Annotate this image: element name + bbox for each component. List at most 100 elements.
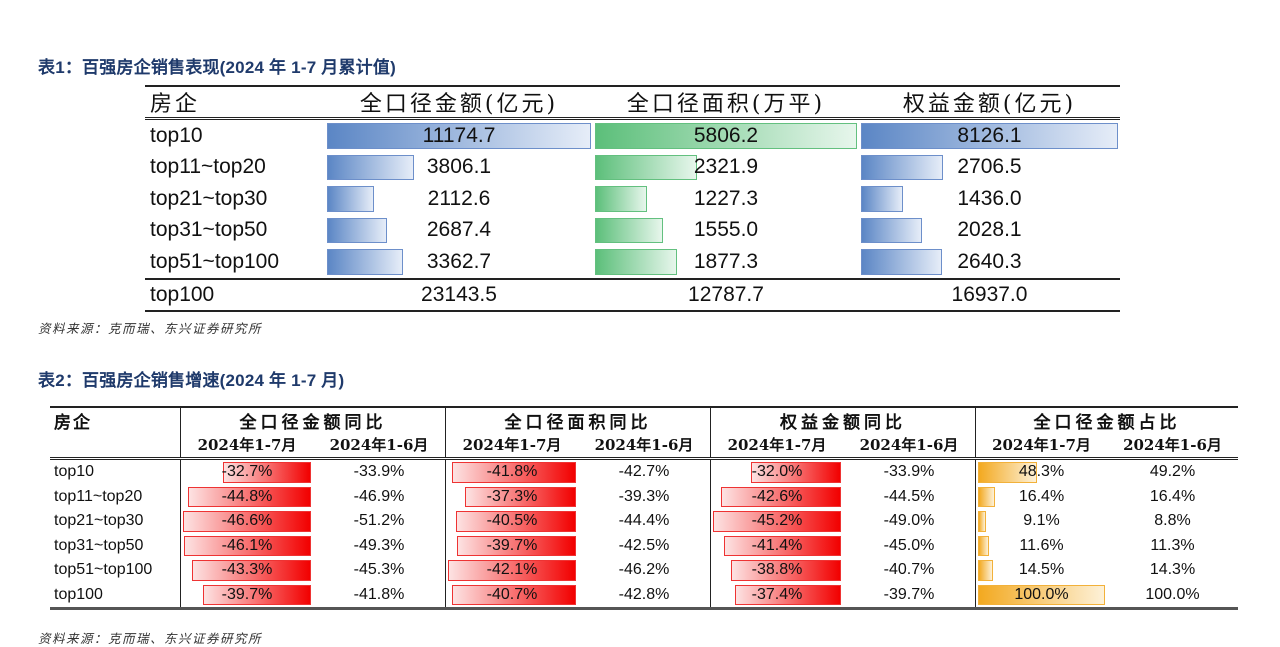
table1-row: top31~top50 2687.4 1555.0 2028.1 [145, 215, 1120, 247]
row-name: top21~top30 [50, 509, 181, 534]
table1-row: top11~top20 3806.1 2321.9 2706.5 [145, 152, 1120, 184]
amount-yoy-bar [188, 486, 311, 507]
amount-yoy-bar [202, 584, 311, 605]
amount-value: 3806.1 [426, 155, 492, 179]
header-area: 全口径面积(万平) [626, 92, 826, 117]
area-yoy-bar [451, 462, 576, 483]
equity-bar [861, 154, 944, 180]
equity-yoy-jun-value: -33.9% [883, 463, 935, 481]
row-name: top11~top20 [150, 155, 266, 179]
area-bar [595, 249, 677, 275]
area-yoy-jun-value: -42.7% [618, 463, 670, 481]
area-yoy-bar [455, 511, 576, 532]
equity-yoy-bar [731, 560, 841, 581]
sub-jul: 2024年1-7月 [462, 436, 562, 454]
header-equity: 权益金额(亿元) [902, 92, 1077, 117]
area-yoy-jul-value: -41.8% [486, 463, 538, 481]
amount-share-jul-value: 9.1% [1023, 512, 1060, 530]
area-bar [595, 217, 663, 243]
amount-bar [327, 217, 388, 243]
table1-source: 资料来源：克而瑞、东兴证券研究所 [38, 321, 263, 336]
table2-header-groups: 房企 全口径金额同比 全口径面积同比 权益金额同比 全口径金额占比 [50, 408, 1238, 433]
table1-row: top10 11174.7 5806.2 8126.1 [145, 120, 1120, 152]
amount-share-bar [978, 486, 996, 507]
amount-share-jul-value: 14.5% [1018, 561, 1065, 579]
amount-share-jun-value: 14.3% [1149, 561, 1196, 579]
sub-jul: 2024年1-7月 [727, 436, 827, 454]
equity-yoy-jul-value: -37.4% [751, 585, 803, 603]
equity-yoy-jun-value: -44.5% [883, 487, 935, 505]
table2-row: top11~top20 -44.8% -46.9% -37.3% -39.3% -42.6… [50, 484, 1238, 509]
amount-yoy-bar [183, 511, 311, 532]
area-yoy-bar [448, 560, 576, 581]
header-amount: 全口径金额(亿元) [359, 92, 559, 117]
equity-bar [861, 249, 942, 275]
table1-caption: 表1：百强房企销售表现(2024 年 1-7 月累计值) [38, 58, 396, 77]
sub-jun: 2024年1-6月 [859, 436, 959, 454]
amount-share-bar [978, 462, 1038, 483]
row-name: top11~top20 [50, 484, 181, 509]
area-yoy-bar [451, 584, 576, 605]
sub-jun: 2024年1-6月 [1123, 436, 1222, 454]
amount-share-bar [978, 584, 1105, 605]
equity-yoy-bar [735, 584, 841, 605]
amount-share-jun-value: 11.3% [1150, 536, 1195, 554]
amount-yoy-jul-value: -46.6% [221, 512, 273, 530]
equity-value: 1436.0 [957, 186, 1022, 210]
amount-value: 2112.6 [427, 186, 491, 210]
sub-jul: 2024年1-7月 [992, 436, 1091, 454]
equity-yoy-bar [723, 535, 841, 556]
area-yoy-jun-value: -46.2% [618, 561, 670, 579]
amount-share-jul-value: 11.6% [1019, 536, 1064, 554]
table2-source: 资料来源：克而瑞、东兴证券研究所 [38, 631, 263, 646]
equity-yoy-jul-value: -32.0% [751, 463, 803, 481]
amount-share-bar [978, 535, 990, 556]
equity-yoy-jul-value: -45.2% [751, 512, 803, 530]
equity-yoy-jun-value: -39.7% [883, 585, 935, 603]
equity-yoy-bar [751, 462, 841, 483]
total-equity: 16937.0 [951, 282, 1028, 306]
table2-header-periods: 2024年1-7月 2024年1-6月 2024年1-7月 2024年1-6月 20… [50, 432, 1238, 460]
table1-header: 房企 全口径金额(亿元) 全口径面积(万平) 权益金额(亿元) [145, 85, 1120, 120]
amount-share-jul-value: 16.4% [1018, 487, 1065, 505]
group-amount-share: 全口径金额占比 [1033, 412, 1181, 433]
amount-share-jun-value: 49.2% [1149, 463, 1196, 481]
amount-bar [327, 154, 415, 180]
table2-row: top21~top30 -46.6% -51.2% -40.5% -44.4% -45.2… [50, 509, 1238, 534]
equity-yoy-jun-value: -45.0% [883, 536, 935, 554]
equity-value: 8126.1 [957, 123, 1022, 147]
sub-jun: 2024年1-6月 [594, 436, 694, 454]
table1-total-row: top100 23143.5 12787.7 16937.0 [145, 277, 1120, 312]
amount-share-jul-value: 100.0% [1014, 585, 1069, 603]
amount-share-jun-value: 8.8% [1154, 512, 1191, 530]
row-name: top31~top50 [50, 533, 181, 558]
equity-value: 2706.5 [957, 155, 1022, 179]
amount-yoy-jun-value: -33.9% [353, 463, 405, 481]
table2-row: top51~top100 -43.3% -45.3% -42.1% -46.2% -38.… [50, 558, 1238, 583]
equity-value: 2028.1 [957, 218, 1022, 242]
equity-yoy-jun-value: -40.7% [883, 561, 935, 579]
sub-jul: 2024年1-7月 [197, 436, 297, 454]
amount-share-bar [978, 560, 993, 581]
amount-bar [327, 186, 374, 212]
amount-yoy-bar [184, 535, 311, 556]
row-name: top10 [150, 123, 203, 147]
table2-row: top10 -32.7% -33.9% -41.8% -42.7% -32.0% -33.9… [50, 460, 1238, 485]
equity-value: 2640.3 [957, 249, 1022, 273]
amount-yoy-jun-value: -49.3% [353, 536, 405, 554]
area-yoy-jun-value: -42.8% [618, 585, 670, 603]
area-yoy-jun-value: -39.3% [618, 487, 670, 505]
header-company: 房企 [150, 92, 201, 117]
table2: 房企 全口径金额同比 全口径面积同比 权益金额同比 全口径金额占比 2024年1… [50, 406, 1238, 610]
amount-share-jun-value: 100.0% [1145, 585, 1200, 603]
table1-row: top51~top100 3362.7 1877.3 2640.3 [145, 246, 1120, 278]
sub-jun: 2024年1-6月 [329, 436, 429, 454]
equity-bar [861, 186, 904, 212]
equity-yoy-jul-value: -38.8% [751, 561, 803, 579]
table2-row: top100 -39.7% -41.8% -40.7% -42.8% -37.4% -39.… [50, 582, 1238, 607]
row-name: top100 [150, 282, 215, 306]
equity-yoy-bar [720, 486, 841, 507]
row-name: top51~top100 [50, 558, 181, 583]
amount-yoy-bar [222, 462, 311, 483]
group-amount-yoy: 全口径金额同比 [181, 408, 446, 433]
